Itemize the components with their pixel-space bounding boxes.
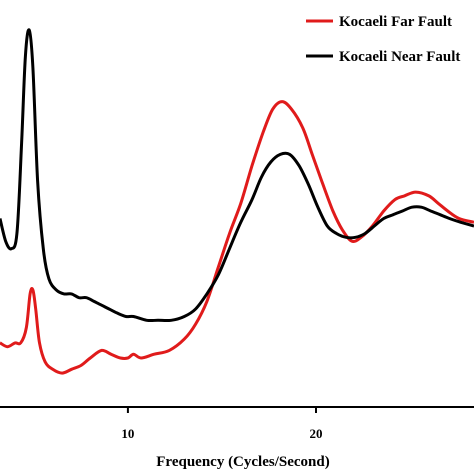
legend-label-1: Kocaeli Far Fault xyxy=(339,14,452,30)
legend: Kocaeli Far Fault Kocaeli Near Fault xyxy=(306,14,460,65)
series-line-2 xyxy=(0,28,474,323)
x-tick-label: 20 xyxy=(310,426,323,441)
legend-label-2: Kocaeli Near Fault xyxy=(339,49,460,65)
plot-area xyxy=(0,28,474,375)
x-axis-ticks: 10 20 xyxy=(121,407,323,441)
x-axis-label: Frequency (Cycles/Second) xyxy=(156,454,329,470)
x-tick-label: 10 xyxy=(121,426,134,441)
series-line-1 xyxy=(0,100,474,375)
